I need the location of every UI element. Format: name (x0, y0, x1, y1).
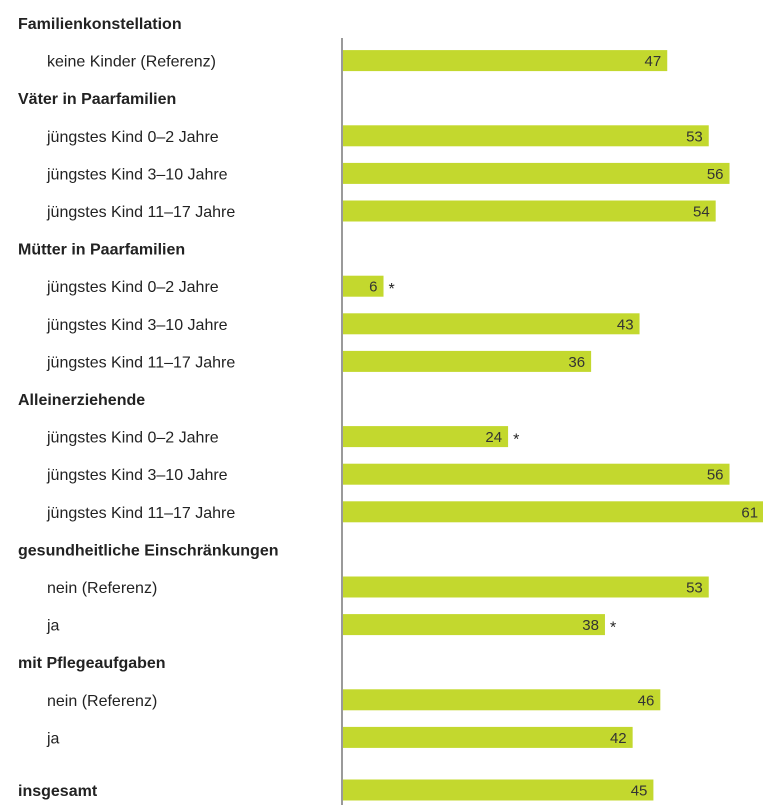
section-header-label: Alleinerziehende (18, 392, 145, 409)
bar-value-label: 36 (568, 354, 585, 371)
category-label: jüngstes Kind 3–10 Jahre (46, 166, 228, 183)
bar (342, 275, 384, 297)
bar-value-label: 46 (638, 692, 655, 709)
bar (342, 125, 709, 147)
category-label: jüngstes Kind 11–17 Jahre (46, 505, 235, 522)
bar (342, 162, 730, 184)
section-header-label: Mütter in Paarfamilien (18, 242, 185, 259)
significance-marker: * (610, 620, 616, 637)
section-header-label: insgesamt (18, 783, 98, 800)
category-labels: Familienkonstellation keine Kinder (Refer… (18, 16, 279, 800)
bar (342, 50, 668, 72)
bar-value-label: 47 (645, 53, 662, 70)
bar-value-label: 38 (582, 617, 599, 634)
section-header-label: Väter in Paarfamilien (18, 91, 176, 108)
category-label: nein (Referenz) (47, 693, 157, 710)
bar (342, 200, 716, 222)
bar-value-label: 54 (693, 204, 710, 221)
bar (342, 313, 640, 335)
bar-value-label: 6 (369, 279, 377, 296)
bar-value-label: 42 (610, 730, 627, 747)
category-label: ja (46, 618, 60, 635)
category-label: jüngstes Kind 11–17 Jahre (46, 354, 235, 371)
category-label: jüngstes Kind 3–10 Jahre (46, 467, 228, 484)
bar-value-label: 56 (707, 166, 724, 183)
bar-value-label: 61 (741, 504, 758, 521)
bar (342, 779, 654, 801)
section-header-label: gesundheitliche Einschränkungen (18, 542, 279, 559)
significance-marker: * (389, 281, 395, 298)
bar (342, 726, 633, 748)
bar-value-label: 24 (485, 429, 502, 446)
category-label: nein (Referenz) (47, 580, 157, 597)
category-label: jüngstes Kind 0–2 Jahre (46, 279, 219, 296)
bar-value-label: 53 (686, 128, 703, 145)
bars: 47 53 56 54 6 * 43 36 24 * 56 61 53 38 * 46 42 45 (342, 50, 763, 801)
bar (342, 350, 592, 372)
category-label: jüngstes Kind 3–10 Jahre (46, 317, 228, 334)
bar (342, 463, 730, 485)
section-header-label: Familienkonstellation (18, 16, 182, 33)
significance-marker: * (513, 432, 519, 449)
category-label: ja (46, 730, 60, 747)
bar-value-label: 53 (686, 580, 703, 597)
bar (342, 689, 661, 711)
bar-value-label: 43 (617, 316, 634, 333)
bar (342, 501, 763, 523)
category-label: keine Kinder (Referenz) (47, 54, 216, 71)
bar (342, 614, 605, 636)
bar-value-label: 45 (631, 783, 648, 800)
category-label: jüngstes Kind 0–2 Jahre (46, 430, 219, 447)
bar (342, 426, 509, 448)
bar-value-label: 56 (707, 467, 724, 484)
bar (342, 576, 709, 598)
category-label: jüngstes Kind 11–17 Jahre (46, 204, 235, 221)
category-label: jüngstes Kind 0–2 Jahre (46, 129, 219, 146)
section-header-label: mit Pflegeaufgaben (18, 655, 166, 672)
